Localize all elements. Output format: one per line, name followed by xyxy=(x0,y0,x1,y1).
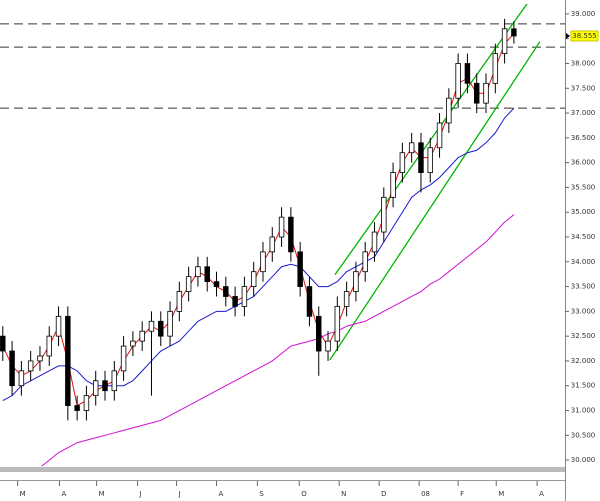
average-line xyxy=(41,214,515,466)
candle-body xyxy=(362,251,368,273)
candle-body xyxy=(446,97,452,124)
candle-body xyxy=(55,315,62,337)
candle-body xyxy=(408,142,415,154)
candle-body xyxy=(492,53,499,84)
candle-body xyxy=(27,360,34,372)
x-tick-label: A xyxy=(61,490,66,498)
candle-body xyxy=(306,286,313,317)
x-tick-label: M xyxy=(498,490,504,498)
y-tick-label: 36.500 xyxy=(571,134,596,142)
candle-body xyxy=(427,147,433,173)
x-tick-label: M xyxy=(99,490,105,498)
candle-body xyxy=(0,335,6,352)
candle-body xyxy=(464,63,471,84)
candle-body xyxy=(65,315,71,406)
candle-body xyxy=(92,380,99,397)
y-tick-label: 34.500 xyxy=(571,233,596,241)
candle-body xyxy=(473,82,480,104)
x-tick-label: A xyxy=(219,490,224,498)
y-tick-label: 38.000 xyxy=(571,59,596,67)
candle-body xyxy=(120,345,127,372)
candle-body xyxy=(260,251,266,273)
candle-body xyxy=(223,286,229,297)
last-price-box xyxy=(570,30,599,42)
average-line xyxy=(2,107,515,402)
candle-body xyxy=(390,172,396,198)
y-tick-label: 31.500 xyxy=(571,382,596,390)
x-tick-label: 08 xyxy=(421,490,430,498)
candle-body xyxy=(269,236,276,253)
candle-body xyxy=(501,28,508,54)
candle-body xyxy=(167,310,173,337)
candle-body xyxy=(241,286,248,307)
y-tick-label: 34.000 xyxy=(571,258,596,266)
candle-body xyxy=(399,152,406,173)
candle-body xyxy=(130,340,136,347)
x-tick-label: D xyxy=(381,490,386,498)
candle-body xyxy=(511,28,517,37)
candle-body xyxy=(185,276,192,292)
plot-area xyxy=(0,4,565,466)
y-tick-label: 35.000 xyxy=(571,208,596,216)
candle-body xyxy=(325,340,331,352)
candle-body xyxy=(381,196,387,233)
candle-body xyxy=(213,281,220,287)
candle-body xyxy=(371,231,378,253)
candle-body xyxy=(250,271,257,287)
x-tick-label: M xyxy=(20,490,26,498)
candle-body xyxy=(37,355,43,362)
candle-body xyxy=(102,380,108,392)
candle-body xyxy=(148,320,155,332)
candle-body xyxy=(232,296,238,307)
x-tick-label: F xyxy=(460,490,464,498)
y-tick-label: 33.500 xyxy=(571,283,596,291)
candle-body xyxy=(195,266,201,278)
candle-body xyxy=(418,142,424,173)
candle-body xyxy=(204,266,210,283)
candle-body xyxy=(288,216,294,253)
y-tick-label: 35.500 xyxy=(571,183,596,191)
price-pointer xyxy=(566,32,570,39)
candle-body xyxy=(353,271,359,292)
candle-body xyxy=(334,306,341,342)
candle-body xyxy=(18,370,25,387)
candle-body xyxy=(455,63,461,99)
candle-body xyxy=(483,82,489,104)
x-tick-label: S xyxy=(259,490,264,498)
candle-body xyxy=(83,395,90,411)
x-tick-label: J xyxy=(178,490,181,498)
y-tick-label: 32.500 xyxy=(571,332,596,340)
candle-body xyxy=(176,291,183,312)
candle-body xyxy=(74,405,80,411)
x-tick-label: N xyxy=(341,490,346,498)
y-tick-label: 33.000 xyxy=(571,307,596,315)
candle-body xyxy=(297,251,303,287)
candle-body xyxy=(46,335,52,357)
y-tick-label: 32.000 xyxy=(571,357,596,365)
x-tick-label: O xyxy=(301,490,307,498)
channel-line xyxy=(334,4,528,276)
y-tick-label: 37.500 xyxy=(571,84,596,92)
separator xyxy=(0,467,565,472)
y-tick-label: 37.000 xyxy=(571,109,596,117)
y-tick-label: 31.000 xyxy=(571,407,596,415)
x-tick-label: A xyxy=(539,490,544,498)
candle-body xyxy=(436,122,443,149)
last-price-label: 38.555 xyxy=(572,32,597,40)
y-tick-label: 36.000 xyxy=(571,159,596,167)
candle-body xyxy=(158,320,164,337)
candle-body xyxy=(9,350,15,387)
candle-body xyxy=(316,315,322,352)
candle-body xyxy=(139,330,145,342)
y-tick-label: 39.000 xyxy=(571,10,596,18)
y-tick-label: 30.500 xyxy=(571,431,596,439)
candle-body xyxy=(343,291,350,307)
channel-line xyxy=(329,41,541,361)
y-tick-label: 30.000 xyxy=(571,456,596,464)
candle-body xyxy=(278,216,285,238)
x-tick-label: J xyxy=(139,490,142,498)
candle-body xyxy=(111,370,118,392)
